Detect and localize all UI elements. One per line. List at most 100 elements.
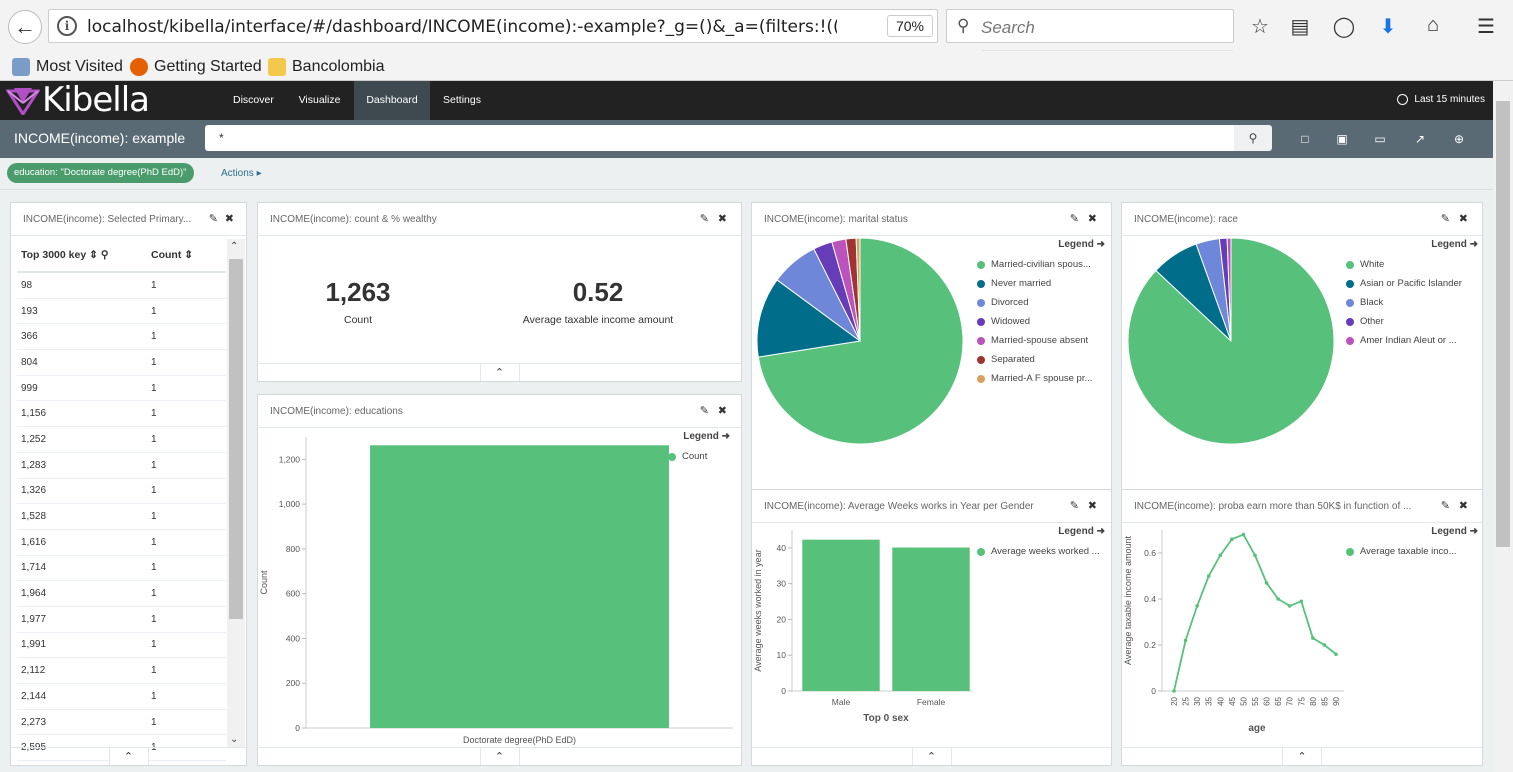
legend-title[interactable]: Legend ➜	[1058, 239, 1105, 250]
scroll-down-icon[interactable]: ⌄	[230, 734, 239, 745]
table-row[interactable]: 1,991 1	[17, 633, 226, 659]
legend-item[interactable]: Black	[1346, 293, 1478, 312]
bookmark-star-icon[interactable]: ☆	[1251, 16, 1269, 38]
share-icon[interactable]: ↗	[1414, 132, 1426, 146]
actions-link[interactable]: Actions ▸	[221, 168, 262, 179]
legend-item[interactable]: Other	[1346, 312, 1478, 331]
table-row[interactable]: 193 1	[17, 299, 226, 325]
edit-pencil-icon[interactable]: ✎	[699, 405, 709, 417]
legend-item[interactable]: Separated	[977, 350, 1105, 369]
url-text[interactable]: localhost/kibella/interface/#/dashboard/…	[87, 17, 837, 37]
table-row[interactable]: 1,326 1	[17, 479, 226, 505]
legend-item[interactable]: Average taxable inco...	[1346, 542, 1478, 561]
collapse-chevron-icon[interactable]: ⌃	[1282, 747, 1322, 765]
tab-settings[interactable]: Settings	[443, 94, 481, 106]
legend-item[interactable]: Married-spouse absent	[977, 331, 1105, 350]
scrollbar-thumb[interactable]	[229, 259, 243, 619]
legend-item[interactable]: Divorced	[977, 293, 1105, 312]
query-input[interactable]: *	[205, 125, 1234, 151]
tab-visualize[interactable]: Visualize	[298, 94, 341, 106]
edit-pencil-icon[interactable]: ✎	[699, 213, 709, 225]
page-scrollbar[interactable]	[1493, 81, 1513, 772]
column-header-key[interactable]: Top 3000 key ⇕ ⚲	[21, 249, 109, 261]
table-row[interactable]: 804 1	[17, 350, 226, 376]
close-icon[interactable]: ✖	[1087, 500, 1097, 512]
table-row[interactable]: 2,112 1	[17, 658, 226, 684]
close-icon[interactable]: ✖	[1458, 213, 1468, 225]
panel-title: INCOME(income): proba earn more than 50K…	[1134, 501, 1412, 512]
pocket-icon[interactable]: ◯	[1332, 16, 1356, 38]
close-icon[interactable]: ✖	[717, 405, 727, 417]
collapse-chevron-icon[interactable]: ⌃	[479, 747, 520, 765]
table-row[interactable]: 1,156 1	[17, 401, 226, 428]
legend-item[interactable]: Average weeks worked ...	[977, 542, 1105, 561]
edit-pencil-icon[interactable]: ✎	[208, 213, 218, 225]
legend-item[interactable]: Amer Indian Aleut or ...	[1346, 331, 1478, 350]
panel-footer: ⌃	[258, 747, 741, 765]
browser-search-input[interactable]: ⚲ Search	[946, 9, 1234, 51]
edit-pencil-icon[interactable]: ✎	[1440, 500, 1450, 512]
table-row[interactable]: 2,144 1	[17, 684, 226, 710]
data-table: Top 3000 key ⇕ ⚲ Count ⇕ 98 1 193 1 366 1 804 1…	[17, 239, 226, 762]
bookmark-getting-started[interactable]: Getting Started	[130, 58, 262, 76]
legend-item[interactable]: White	[1346, 255, 1478, 274]
table-row[interactable]: 999 1	[17, 376, 226, 402]
page-scrollbar-thumb[interactable]	[1496, 101, 1510, 547]
bookmark-most-visited[interactable]: Most Visited	[12, 58, 123, 76]
legend-title[interactable]: Legend ➜	[1431, 526, 1478, 537]
table-row[interactable]: 1,977 1	[17, 607, 226, 633]
zoom-level[interactable]: 70%	[887, 15, 933, 37]
legend-item[interactable]: Count	[668, 447, 730, 466]
menu-icon[interactable]: ☰	[1477, 16, 1495, 38]
legend-item[interactable]: Married-civilian spous...	[977, 255, 1105, 274]
legend-item[interactable]: Married-A F spouse pr...	[977, 369, 1105, 388]
scroll-up-icon[interactable]: ⌃	[230, 241, 239, 252]
query-search-button[interactable]: ⚲	[1234, 125, 1272, 151]
legend-title[interactable]: Legend ➜	[1431, 239, 1478, 250]
table-row[interactable]: 98 1	[17, 273, 226, 299]
table-row[interactable]: 1,528 1	[17, 504, 226, 530]
collapse-chevron-icon[interactable]: ⌃	[108, 747, 149, 765]
tab-discover[interactable]: Discover	[233, 94, 274, 106]
edit-pencil-icon[interactable]: ✎	[1069, 213, 1079, 225]
add-panel-icon[interactable]: ⊕	[1453, 132, 1465, 146]
home-icon[interactable]: ⌂	[1426, 14, 1440, 36]
collapse-chevron-icon[interactable]: ⌃	[479, 363, 520, 381]
close-icon[interactable]: ✖	[224, 213, 234, 225]
filter-pill[interactable]: education: "Doctorate degree(PhD EdD)"	[7, 163, 194, 183]
legend-item[interactable]: Widowed	[977, 312, 1105, 331]
save-icon[interactable]: ▣	[1336, 132, 1348, 146]
edit-pencil-icon[interactable]: ✎	[1440, 213, 1450, 225]
table-row[interactable]: 366 1	[17, 324, 226, 351]
close-icon[interactable]: ✖	[717, 213, 727, 225]
table-row[interactable]: 1,714 1	[17, 556, 226, 582]
info-icon[interactable]: i	[57, 16, 77, 36]
close-icon[interactable]: ✖	[1458, 500, 1468, 512]
new-dashboard-icon[interactable]: □	[1301, 132, 1309, 146]
table-scrollbar[interactable]: ⌃ ⌄	[227, 239, 245, 747]
table-row[interactable]: 1,964 1	[17, 581, 226, 607]
time-picker[interactable]: Last 15 minutes	[1397, 94, 1485, 105]
bookmark-bancolombia[interactable]: Bancolombia	[268, 58, 385, 76]
table-row[interactable]: 2,273 1	[17, 710, 226, 736]
open-folder-icon[interactable]: ▭	[1374, 132, 1386, 146]
url-bar[interactable]: i localhost/kibella/interface/#/dashboar…	[48, 9, 968, 43]
legend-title[interactable]: Legend ➜	[683, 431, 730, 442]
download-icon[interactable]: ⬇	[1379, 16, 1397, 38]
table-row[interactable]: 1,616 1	[17, 530, 226, 556]
legend-item[interactable]: Asian or Pacific Islander	[1346, 274, 1478, 293]
edit-pencil-icon[interactable]: ✎	[1069, 500, 1079, 512]
legend-title[interactable]: Legend ➜	[1058, 526, 1105, 537]
legend-item[interactable]: Never married	[977, 274, 1105, 293]
logo[interactable]: Kibella	[6, 81, 150, 120]
reading-list-icon[interactable]: ▤	[1290, 16, 1310, 38]
tab-dashboard[interactable]: Dashboard	[354, 81, 430, 120]
collapse-chevron-icon[interactable]: ⌃	[911, 747, 952, 765]
table-row[interactable]: 1,283 1	[17, 453, 226, 479]
back-arrow-icon[interactable]: ←	[8, 10, 42, 44]
table-row[interactable]: 1,252 1	[17, 427, 226, 453]
panel-header: INCOME(income): Average Weeks works in Y…	[752, 490, 1111, 523]
close-icon[interactable]: ✖	[1087, 213, 1097, 225]
x-tick-label: Male	[832, 697, 851, 707]
column-header-count[interactable]: Count ⇕	[151, 249, 194, 261]
